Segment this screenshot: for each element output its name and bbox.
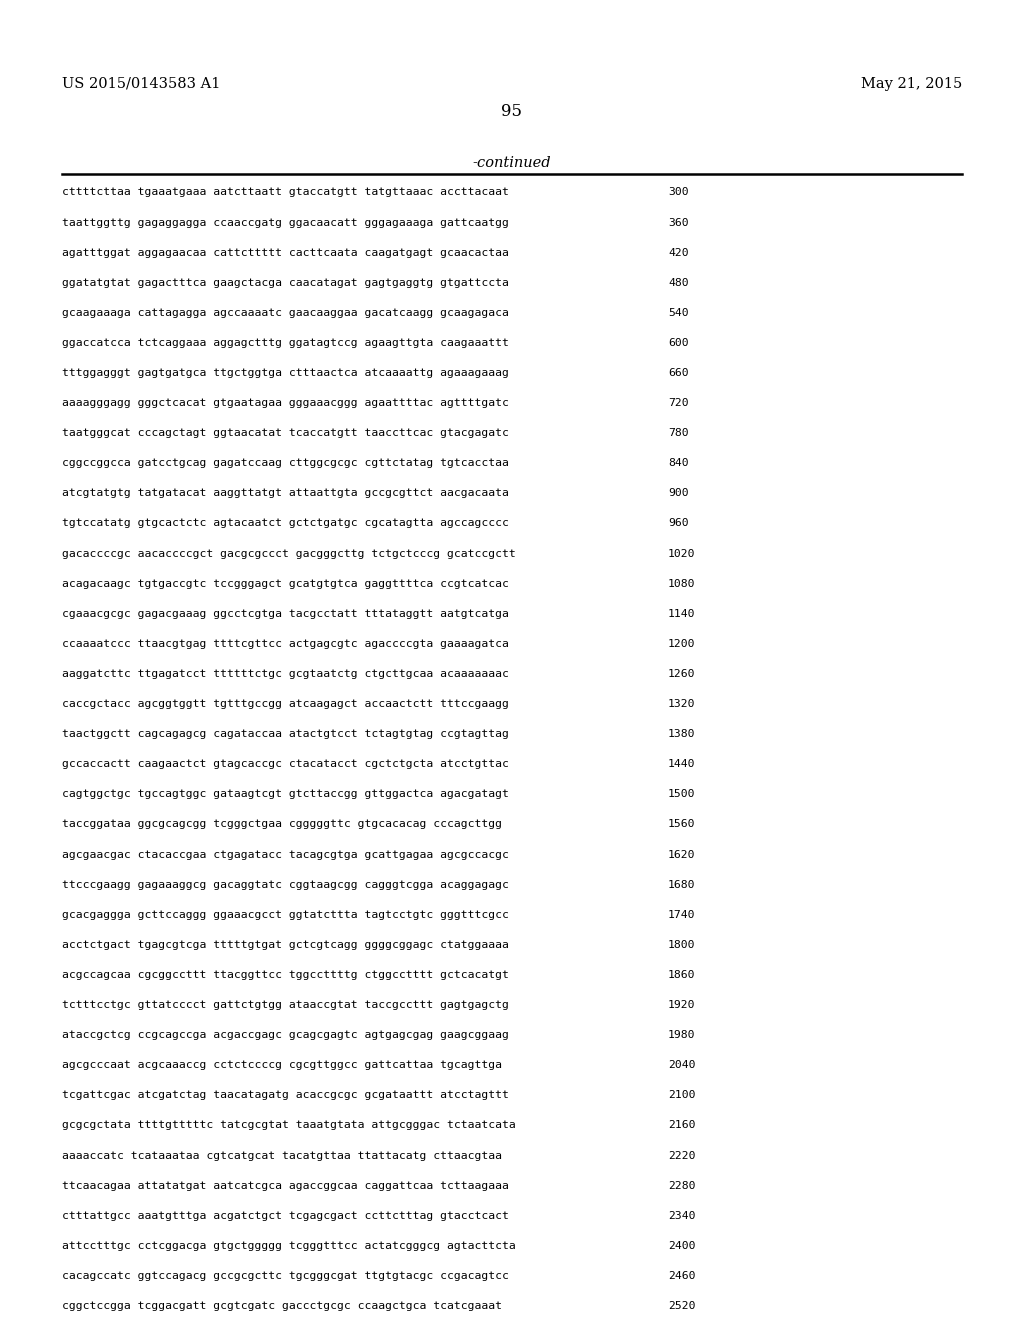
Text: ctttattgcc aaatgtttga acgatctgct tcgagcgact ccttctttag gtacctcact: ctttattgcc aaatgtttga acgatctgct tcgagcg… [62,1210,509,1221]
Text: 1140: 1140 [668,609,695,619]
Text: 1620: 1620 [668,850,695,859]
Text: ggaccatcca tctcaggaaa aggagctttg ggatagtccg agaagttgta caagaaattt: ggaccatcca tctcaggaaa aggagctttg ggatagt… [62,338,509,348]
Text: tcgattcgac atcgatctag taacatagatg acaccgcgc gcgataattt atcctagttt: tcgattcgac atcgatctag taacatagatg acaccg… [62,1090,509,1101]
Text: agatttggat aggagaacaa cattcttttt cacttcaata caagatgagt gcaacactaa: agatttggat aggagaacaa cattcttttt cacttca… [62,248,509,257]
Text: 1800: 1800 [668,940,695,950]
Text: 2100: 2100 [668,1090,695,1101]
Text: 1380: 1380 [668,729,695,739]
Text: taactggctt cagcagagcg cagataccaa atactgtcct tctagtgtag ccgtagttag: taactggctt cagcagagcg cagataccaa atactgt… [62,729,509,739]
Text: cttttcttaa tgaaatgaaa aatcttaatt gtaccatgtt tatgttaaac accttacaat: cttttcttaa tgaaatgaaa aatcttaatt gtaccat… [62,187,509,198]
Text: gcgcgctata ttttgtttttc tatcgcgtat taaatgtata attgcgggac tctaatcata: gcgcgctata ttttgtttttc tatcgcgtat taaatg… [62,1121,516,1130]
Text: 1500: 1500 [668,789,695,800]
Text: acagacaagc tgtgaccgtc tccgggagct gcatgtgtca gaggttttca ccgtcatcac: acagacaagc tgtgaccgtc tccgggagct gcatgtg… [62,578,509,589]
Text: atcgtatgtg tatgatacat aaggttatgt attaattgta gccgcgttct aacgacaata: atcgtatgtg tatgatacat aaggttatgt attaatt… [62,488,509,499]
Text: 900: 900 [668,488,688,499]
Text: 720: 720 [668,399,688,408]
Text: gacaccccgc aacaccccgct gacgcgccct gacgggcttg tctgctcccg gcatccgctt: gacaccccgc aacaccccgct gacgcgccct gacggg… [62,549,516,558]
Text: 840: 840 [668,458,688,469]
Text: 1980: 1980 [668,1030,695,1040]
Text: 360: 360 [668,218,688,227]
Text: 300: 300 [668,187,688,198]
Text: 960: 960 [668,519,688,528]
Text: 540: 540 [668,308,688,318]
Text: cggccggcca gatcctgcag gagatccaag cttggcgcgc cgttctatag tgtcacctaa: cggccggcca gatcctgcag gagatccaag cttggcg… [62,458,509,469]
Text: tttggagggt gagtgatgca ttgctggtga ctttaactca atcaaaattg agaaagaaag: tttggagggt gagtgatgca ttgctggtga ctttaac… [62,368,509,378]
Text: 1320: 1320 [668,700,695,709]
Text: 1020: 1020 [668,549,695,558]
Text: 1740: 1740 [668,909,695,920]
Text: May 21, 2015: May 21, 2015 [861,77,962,91]
Text: 1680: 1680 [668,879,695,890]
Text: 660: 660 [668,368,688,378]
Text: 2340: 2340 [668,1210,695,1221]
Text: 2400: 2400 [668,1241,695,1251]
Text: 2220: 2220 [668,1151,695,1160]
Text: 2520: 2520 [668,1302,695,1311]
Text: acctctgact tgagcgtcga tttttgtgat gctcgtcagg ggggcggagc ctatggaaaa: acctctgact tgagcgtcga tttttgtgat gctcgtc… [62,940,509,950]
Text: gcaagaaaga cattagagga agccaaaatc gaacaaggaa gacatcaagg gcaagagaca: gcaagaaaga cattagagga agccaaaatc gaacaag… [62,308,509,318]
Text: ataccgctcg ccgcagccga acgaccgagc gcagcgagtc agtgagcgag gaagcggaag: ataccgctcg ccgcagccga acgaccgagc gcagcga… [62,1030,509,1040]
Text: 600: 600 [668,338,688,348]
Text: 1560: 1560 [668,820,695,829]
Text: US 2015/0143583 A1: US 2015/0143583 A1 [62,77,220,91]
Text: 1200: 1200 [668,639,695,649]
Text: 2160: 2160 [668,1121,695,1130]
Text: taccggataa ggcgcagcgg tcgggctgaa cgggggttc gtgcacacag cccagcttgg: taccggataa ggcgcagcgg tcgggctgaa cgggggt… [62,820,502,829]
Text: 1440: 1440 [668,759,695,770]
Text: 1860: 1860 [668,970,695,979]
Text: 1080: 1080 [668,578,695,589]
Text: taatgggcat cccagctagt ggtaacatat tcaccatgtt taaccttcac gtacgagatc: taatgggcat cccagctagt ggtaacatat tcaccat… [62,428,509,438]
Text: gccaccactt caagaactct gtagcaccgc ctacatacct cgctctgcta atcctgttac: gccaccactt caagaactct gtagcaccgc ctacata… [62,759,509,770]
Text: 480: 480 [668,277,688,288]
Text: 1920: 1920 [668,1001,695,1010]
Text: ttcccgaagg gagaaaggcg gacaggtatc cggtaagcgg cagggtcgga acaggagagc: ttcccgaagg gagaaaggcg gacaggtatc cggtaag… [62,879,509,890]
Text: aaaaccatc tcataaataa cgtcatgcat tacatgttaa ttattacatg cttaacgtaa: aaaaccatc tcataaataa cgtcatgcat tacatgtt… [62,1151,502,1160]
Text: ccaaaatccc ttaacgtgag ttttcgttcc actgagcgtc agaccccgta gaaaagatca: ccaaaatccc ttaacgtgag ttttcgttcc actgagc… [62,639,509,649]
Text: 2460: 2460 [668,1271,695,1280]
Text: caccgctacc agcggtggtt tgtttgccgg atcaagagct accaactctt tttccgaagg: caccgctacc agcggtggtt tgtttgccgg atcaaga… [62,700,509,709]
Text: 95: 95 [502,103,522,120]
Text: 780: 780 [668,428,688,438]
Text: cacagccatc ggtccagacg gccgcgcttc tgcgggcgat ttgtgtacgc ccgacagtcc: cacagccatc ggtccagacg gccgcgcttc tgcgggc… [62,1271,509,1280]
Text: -continued: -continued [473,156,551,170]
Text: aaaagggagg gggctcacat gtgaatagaa gggaaacggg agaattttac agttttgatc: aaaagggagg gggctcacat gtgaatagaa gggaaac… [62,399,509,408]
Text: agcgcccaat acgcaaaccg cctctccccg cgcgttggcc gattcattaa tgcagttga: agcgcccaat acgcaaaccg cctctccccg cgcgttg… [62,1060,502,1071]
Text: cgaaacgcgc gagacgaaag ggcctcgtga tacgcctatt tttataggtt aatgtcatga: cgaaacgcgc gagacgaaag ggcctcgtga tacgcct… [62,609,509,619]
Text: 1260: 1260 [668,669,695,678]
Text: cggctccgga tcggacgatt gcgtcgatc gaccctgcgc ccaagctgca tcatcgaaat: cggctccgga tcggacgatt gcgtcgatc gaccctgc… [62,1302,502,1311]
Text: 2040: 2040 [668,1060,695,1071]
Text: attcctttgc cctcggacga gtgctggggg tcgggtttcc actatcgggcg agtacttcta: attcctttgc cctcggacga gtgctggggg tcgggtt… [62,1241,516,1251]
Text: 2280: 2280 [668,1180,695,1191]
Text: 420: 420 [668,248,688,257]
Text: aaggatcttc ttgagatcct ttttttctgc gcgtaatctg ctgcttgcaa acaaaaaaac: aaggatcttc ttgagatcct ttttttctgc gcgtaat… [62,669,509,678]
Text: cagtggctgc tgccagtggc gataagtcgt gtcttaccgg gttggactca agacgatagt: cagtggctgc tgccagtggc gataagtcgt gtcttac… [62,789,509,800]
Text: tctttcctgc gttatcccct gattctgtgg ataaccgtat taccgccttt gagtgagctg: tctttcctgc gttatcccct gattctgtgg ataaccg… [62,1001,509,1010]
Text: ttcaacagaa attatatgat aatcatcgca agaccggcaa caggattcaa tcttaagaaa: ttcaacagaa attatatgat aatcatcgca agaccgg… [62,1180,509,1191]
Text: ggatatgtat gagactttca gaagctacga caacatagat gagtgaggtg gtgattccta: ggatatgtat gagactttca gaagctacga caacata… [62,277,509,288]
Text: gcacgaggga gcttccaggg ggaaacgcct ggtatcttta tagtcctgtc gggtttcgcc: gcacgaggga gcttccaggg ggaaacgcct ggtatct… [62,909,509,920]
Text: taattggttg gagaggagga ccaaccgatg ggacaacatt gggagaaaga gattcaatgg: taattggttg gagaggagga ccaaccgatg ggacaac… [62,218,509,227]
Text: tgtccatatg gtgcactctc agtacaatct gctctgatgc cgcatagtta agccagcccc: tgtccatatg gtgcactctc agtacaatct gctctga… [62,519,509,528]
Text: agcgaacgac ctacaccgaa ctgagatacc tacagcgtga gcattgagaa agcgccacgc: agcgaacgac ctacaccgaa ctgagatacc tacagcg… [62,850,509,859]
Text: acgccagcaa cgcggccttt ttacggttcc tggccttttg ctggcctttt gctcacatgt: acgccagcaa cgcggccttt ttacggttcc tggcctt… [62,970,509,979]
